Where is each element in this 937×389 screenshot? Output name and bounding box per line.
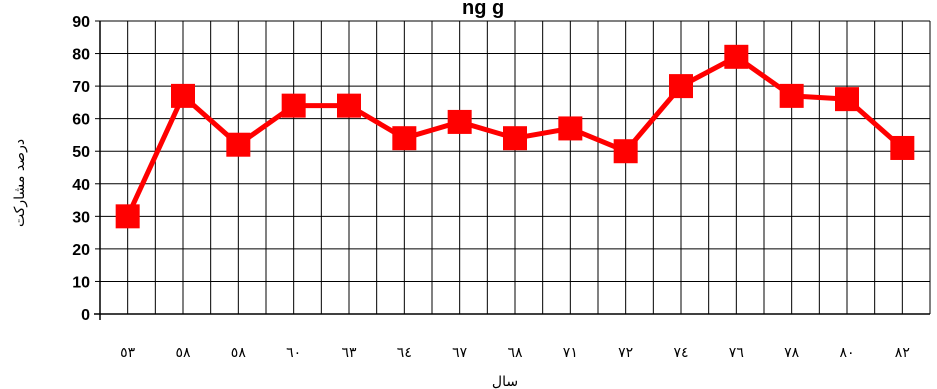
y-tick-label: 0 xyxy=(81,307,90,324)
chart-grid xyxy=(100,20,931,315)
data-point-marker xyxy=(503,126,527,151)
y-tick-label: 60 xyxy=(72,112,90,129)
y-tick-label: 40 xyxy=(72,177,90,194)
x-tick-label: ٦٣ xyxy=(341,345,357,361)
data-point-marker xyxy=(115,204,140,229)
y-tick-label: 80 xyxy=(72,47,90,64)
data-point-marker xyxy=(558,116,583,141)
data-point-marker xyxy=(337,93,361,118)
x-tick-label: ٧٨ xyxy=(784,345,800,361)
y-tick-label: 10 xyxy=(72,274,90,291)
chart-axes xyxy=(94,20,930,320)
x-tick-label: ٦٠ xyxy=(286,345,301,361)
data-point-marker xyxy=(613,139,638,164)
data-point-marker xyxy=(835,87,859,112)
x-tick-label: ٥٨ xyxy=(175,345,191,361)
x-axis-ticks: ٥٣ ٥٨ ٥٨ ٦٠ ٦٣ ٦٤ ٦٧ ٦٨ ٧١ ٧٢ ٧٤ ٧٦ ٧٨ ٨٠ ٨٢ xyxy=(120,345,910,361)
y-tick-label: 20 xyxy=(72,242,90,259)
x-tick-label: ٦٧ xyxy=(452,345,468,361)
x-tick-label: ٥٣ xyxy=(120,345,136,361)
data-point-marker xyxy=(779,83,804,108)
data-point-marker xyxy=(724,44,749,69)
chart-title-fragment: ng g xyxy=(462,0,504,19)
x-tick-label: ٧١ xyxy=(563,345,578,361)
y-tick-label: 90 xyxy=(72,14,90,31)
y-axis-label: درصد مشارکت xyxy=(12,139,28,227)
y-tick-label: 70 xyxy=(72,79,90,96)
x-tick-label: ٧٢ xyxy=(618,345,633,361)
x-tick-label: ٨٢ xyxy=(895,345,910,361)
data-point-marker xyxy=(669,74,693,99)
y-tick-label: 50 xyxy=(72,144,90,161)
x-tick-label: ٦٨ xyxy=(507,345,523,361)
x-tick-label: ٥٨ xyxy=(231,345,247,361)
y-tick-label: 30 xyxy=(72,209,90,226)
x-tick-label: ٨٠ xyxy=(839,345,854,361)
data-point-marker xyxy=(171,83,195,108)
data-point-marker xyxy=(226,132,251,157)
data-point-marker xyxy=(447,109,472,134)
x-tick-label: ٧٦ xyxy=(729,345,744,361)
x-tick-label: ٦٤ xyxy=(397,345,412,361)
y-axis-ticks: 0 10 20 30 40 50 60 70 80 90 xyxy=(72,14,90,324)
data-point-marker xyxy=(392,126,417,151)
x-tick-label: ٧٤ xyxy=(673,345,688,361)
data-point-marker xyxy=(890,135,915,160)
chart-series xyxy=(115,44,915,229)
x-axis-label: سال xyxy=(492,374,518,389)
data-point-marker xyxy=(281,93,306,118)
